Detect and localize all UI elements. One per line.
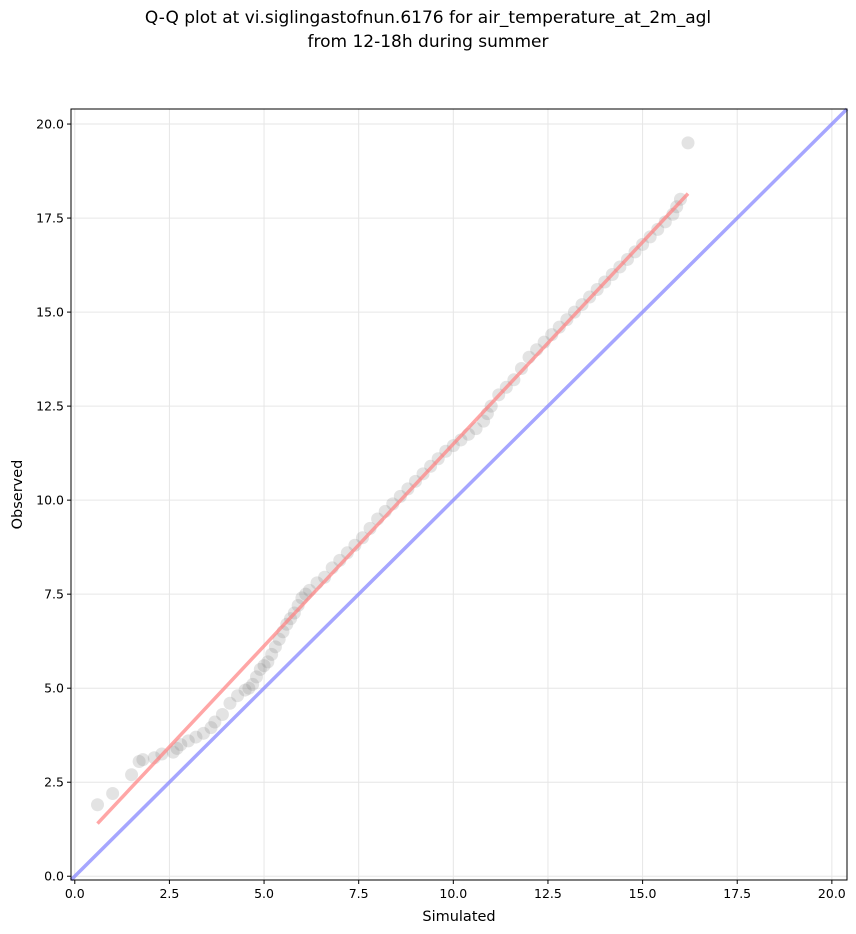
data-point bbox=[261, 655, 275, 669]
data-point bbox=[253, 662, 267, 676]
x-tick-label: 15.0 bbox=[629, 886, 657, 901]
data-point bbox=[238, 683, 252, 697]
data-point bbox=[204, 721, 218, 735]
x-tick-label: 17.5 bbox=[723, 886, 751, 901]
data-point bbox=[355, 531, 369, 545]
data-point bbox=[90, 798, 104, 812]
data-point bbox=[393, 489, 407, 503]
x-tick-label: 10.0 bbox=[439, 886, 467, 901]
data-point bbox=[552, 320, 566, 334]
data-point bbox=[454, 433, 468, 447]
y-tick-label: 7.5 bbox=[44, 587, 64, 602]
y-axis-label: Observed bbox=[10, 460, 26, 530]
data-point bbox=[106, 786, 120, 800]
y-tick-label: 5.0 bbox=[44, 681, 64, 696]
data-point bbox=[166, 745, 180, 759]
data-point bbox=[268, 640, 282, 654]
data-point bbox=[651, 222, 665, 236]
data-point bbox=[318, 570, 332, 584]
data-point bbox=[181, 734, 195, 748]
grid-layer bbox=[71, 109, 847, 880]
axes: 0.0 2.5 5.0 7.5 10.0 12.5 15.0 17.5 20.0 0.0 2.5 5.… bbox=[36, 108, 848, 901]
chart-title: Q-Q plot at vi.siglingastofnun.6176 for … bbox=[0, 6, 856, 54]
x-tick-label: 7.5 bbox=[349, 886, 369, 901]
y-tick-label: 12.5 bbox=[36, 399, 64, 414]
x-axis-label: Simulated bbox=[422, 909, 495, 925]
y-tick-label: 2.5 bbox=[44, 775, 64, 790]
data-point bbox=[242, 681, 256, 695]
identity-line bbox=[69, 107, 849, 882]
data-point bbox=[215, 708, 229, 722]
x-tick-label: 5.0 bbox=[254, 886, 274, 901]
x-tick-label: 12.5 bbox=[534, 886, 562, 901]
data-point bbox=[174, 738, 188, 752]
data-point bbox=[189, 730, 203, 744]
reference-lines bbox=[69, 107, 849, 882]
data-point bbox=[560, 313, 574, 327]
data-point bbox=[643, 230, 657, 244]
data-point bbox=[272, 632, 286, 646]
chart-title-line-1: Q-Q plot at vi.siglingastofnun.6176 for … bbox=[144, 8, 712, 28]
data-point bbox=[246, 677, 260, 691]
data-point bbox=[208, 715, 222, 729]
fit-line bbox=[96, 192, 690, 825]
data-point bbox=[681, 136, 695, 150]
data-point bbox=[196, 726, 210, 740]
data-point bbox=[401, 482, 415, 496]
data-point bbox=[136, 753, 150, 767]
data-point bbox=[265, 647, 279, 661]
data-point bbox=[223, 696, 237, 710]
data-point bbox=[408, 474, 422, 488]
data-point bbox=[170, 741, 184, 755]
data-point bbox=[249, 670, 263, 684]
x-tick-label: 2.5 bbox=[159, 886, 179, 901]
data-point bbox=[348, 538, 362, 552]
y-tick-label: 17.5 bbox=[36, 211, 64, 226]
plot-frame bbox=[70, 108, 848, 881]
data-point bbox=[125, 768, 139, 782]
y-tick-label: 10.0 bbox=[36, 493, 64, 508]
x-tick-label: 0.0 bbox=[65, 886, 85, 901]
data-point bbox=[257, 659, 271, 673]
data-point bbox=[132, 755, 146, 769]
y-tick-label: 20.0 bbox=[36, 117, 64, 132]
data-points bbox=[90, 136, 695, 812]
data-point bbox=[658, 215, 672, 229]
x-tick-label: 20.0 bbox=[818, 886, 846, 901]
data-point bbox=[231, 689, 245, 703]
y-tick-label: 0.0 bbox=[44, 869, 64, 884]
data-point bbox=[514, 362, 528, 376]
chart-title-line-2: from 12-18h during summer bbox=[307, 32, 549, 52]
y-tick-label: 15.0 bbox=[36, 305, 64, 320]
data-point bbox=[291, 598, 305, 612]
data-point bbox=[477, 414, 491, 428]
